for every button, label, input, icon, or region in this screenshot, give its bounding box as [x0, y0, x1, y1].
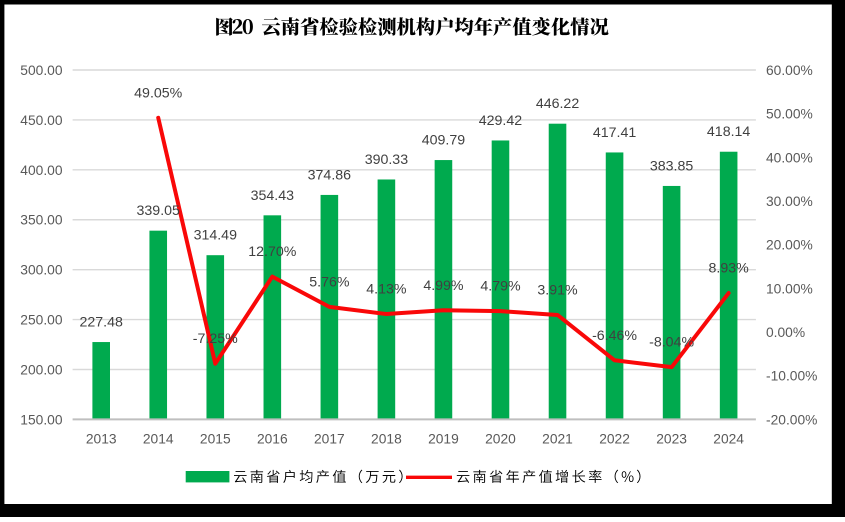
- svg-text:20.00%: 20.00%: [766, 238, 813, 253]
- svg-text:40.00%: 40.00%: [766, 150, 813, 165]
- svg-text:50.00%: 50.00%: [766, 107, 813, 122]
- svg-text:429.42: 429.42: [479, 113, 523, 129]
- svg-text:2014: 2014: [143, 432, 174, 447]
- svg-text:150.00: 150.00: [20, 412, 63, 427]
- svg-text:250.00: 250.00: [20, 313, 63, 328]
- svg-text:354.43: 354.43: [251, 188, 295, 204]
- svg-text:2021: 2021: [542, 432, 573, 447]
- svg-text:2016: 2016: [257, 432, 288, 447]
- svg-text:417.41: 417.41: [593, 125, 637, 141]
- svg-text:-7.25%: -7.25%: [193, 331, 238, 347]
- svg-text:49.05%: 49.05%: [134, 85, 183, 101]
- svg-text:0.00%: 0.00%: [766, 325, 805, 340]
- svg-text:383.85: 383.85: [650, 158, 694, 174]
- svg-text:339.05: 339.05: [137, 203, 181, 219]
- svg-text:2022: 2022: [599, 432, 630, 447]
- svg-text:418.14: 418.14: [707, 124, 751, 140]
- svg-text:500.00: 500.00: [20, 63, 63, 78]
- svg-text:60.00%: 60.00%: [766, 63, 813, 78]
- svg-text:200.00: 200.00: [20, 362, 63, 377]
- svg-text:10.00%: 10.00%: [766, 281, 813, 296]
- svg-text:2013: 2013: [86, 432, 117, 447]
- svg-text:-6.46%: -6.46%: [592, 328, 637, 344]
- svg-text:4.79%: 4.79%: [480, 279, 521, 295]
- svg-text:8.93%: 8.93%: [709, 261, 750, 277]
- svg-text:2019: 2019: [428, 432, 459, 447]
- svg-text:-10.00%: -10.00%: [766, 369, 817, 384]
- svg-text:350.00: 350.00: [20, 213, 63, 228]
- svg-text:409.79: 409.79: [422, 133, 466, 149]
- svg-text:12.70%: 12.70%: [248, 244, 297, 260]
- svg-text:2024: 2024: [713, 432, 744, 447]
- svg-text:30.00%: 30.00%: [766, 194, 813, 209]
- svg-text:300.00: 300.00: [20, 263, 63, 278]
- svg-text:450.00: 450.00: [20, 113, 63, 128]
- svg-text:2017: 2017: [314, 432, 345, 447]
- svg-text:400.00: 400.00: [20, 163, 63, 178]
- svg-text:390.33: 390.33: [365, 152, 409, 168]
- svg-text:2018: 2018: [371, 432, 402, 447]
- svg-text:5.76%: 5.76%: [309, 274, 350, 290]
- svg-text:4.13%: 4.13%: [366, 282, 407, 298]
- svg-text:227.48: 227.48: [79, 315, 123, 331]
- svg-text:2015: 2015: [200, 432, 231, 447]
- svg-text:4.99%: 4.99%: [423, 278, 464, 294]
- svg-text:-8.04%: -8.04%: [649, 335, 694, 351]
- svg-text:-20.00%: -20.00%: [766, 412, 817, 427]
- svg-text:3.91%: 3.91%: [537, 282, 578, 298]
- svg-text:2023: 2023: [656, 432, 687, 447]
- svg-text:374.86: 374.86: [308, 167, 352, 183]
- svg-text:2020: 2020: [485, 432, 516, 447]
- svg-text:314.49: 314.49: [194, 228, 238, 244]
- svg-text:446.22: 446.22: [536, 96, 580, 112]
